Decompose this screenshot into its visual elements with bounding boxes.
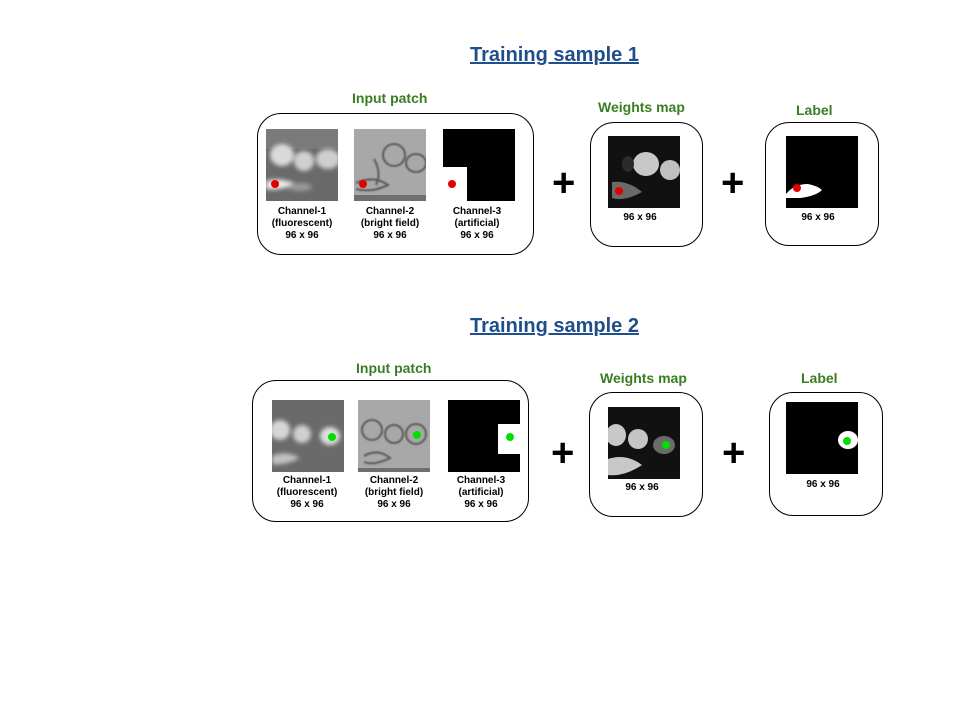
channel-name: Channel-3 [452,206,502,217]
weights-map-label: Weights map [600,370,687,386]
channel-size: 96 x 96 [377,499,411,510]
marker-dot [359,180,367,188]
channel-desc: (artificial) [454,218,500,229]
label-size: 96 x 96 [801,212,835,223]
channel-2-caption: Channel-2 (bright field) 96 x 96 [349,475,439,511]
channel-1-caption: Channel-1 (fluorescent) 96 x 96 [257,206,347,242]
marker-dot [506,433,514,441]
channel-size: 96 x 96 [290,499,324,510]
weights-map-box [589,392,703,517]
sample-title: Training sample 1 [470,44,639,66]
weights-map-size: 96 x 96 [625,482,659,493]
channel-size: 96 x 96 [460,230,494,241]
label-image [786,402,858,474]
marker-dot [615,187,623,195]
channel-2-caption: Channel-2 (bright field) 96 x 96 [345,206,435,242]
marker-dot [328,433,336,441]
label-title: Label [801,370,838,386]
channel-desc: (bright field) [360,218,420,229]
channel-name: Channel-2 [365,206,415,217]
channel-desc: (artificial) [458,487,504,498]
plus-sign: + [552,161,576,205]
label-title: Label [796,102,833,118]
channel-name: Channel-1 [282,475,332,486]
plus-sign: + [722,431,746,475]
label-image [786,136,858,208]
plus-sign: + [551,431,575,475]
channel-3-caption: Channel-3 (artificial) 96 x 96 [436,475,526,511]
marker-dot [843,437,851,445]
label-size: 96 x 96 [806,479,840,490]
weights-map-box [590,122,703,247]
channel-name: Channel-3 [456,475,506,486]
channel-1-image [266,129,338,201]
input-patch-label: Input patch [352,90,428,106]
channel-2-image [354,129,426,201]
channel-desc: (fluorescent) [276,487,338,498]
weights-map-image [608,407,680,479]
channel-3-caption: Channel-3 (artificial) 96 x 96 [432,206,522,242]
input-patch-box [257,113,534,255]
weights-map-label: Weights map [598,99,685,115]
input-patch-label: Input patch [356,360,432,376]
training-sample-1: Training sample 1 Input patch Channel-1 … [0,0,960,260]
channel-desc: (bright field) [364,487,424,498]
sample-title: Training sample 2 [470,315,639,337]
channel-1-caption: Channel-1 (fluorescent) 96 x 96 [262,475,352,511]
channel-size: 96 x 96 [285,230,319,241]
input-patch-box [252,380,529,522]
marker-dot [662,441,670,449]
channel-3-image [448,400,520,472]
weights-map-image [608,136,680,208]
label-box [765,122,879,246]
channel-size: 96 x 96 [464,499,498,510]
marker-dot [793,184,801,192]
training-sample-2: Training sample 2 Input patch Channel-1 … [0,270,960,530]
channel-name: Channel-1 [277,206,327,217]
weights-map-size: 96 x 96 [623,212,657,223]
marker-dot [271,180,279,188]
channel-size: 96 x 96 [373,230,407,241]
channel-3-image [443,129,515,201]
channel-1-image [272,400,344,472]
marker-dot [448,180,456,188]
label-box [769,392,883,516]
channel-2-image [358,400,430,472]
channel-name: Channel-2 [369,475,419,486]
marker-dot [413,431,421,439]
channel-desc: (fluorescent) [271,218,333,229]
plus-sign: + [721,161,745,205]
